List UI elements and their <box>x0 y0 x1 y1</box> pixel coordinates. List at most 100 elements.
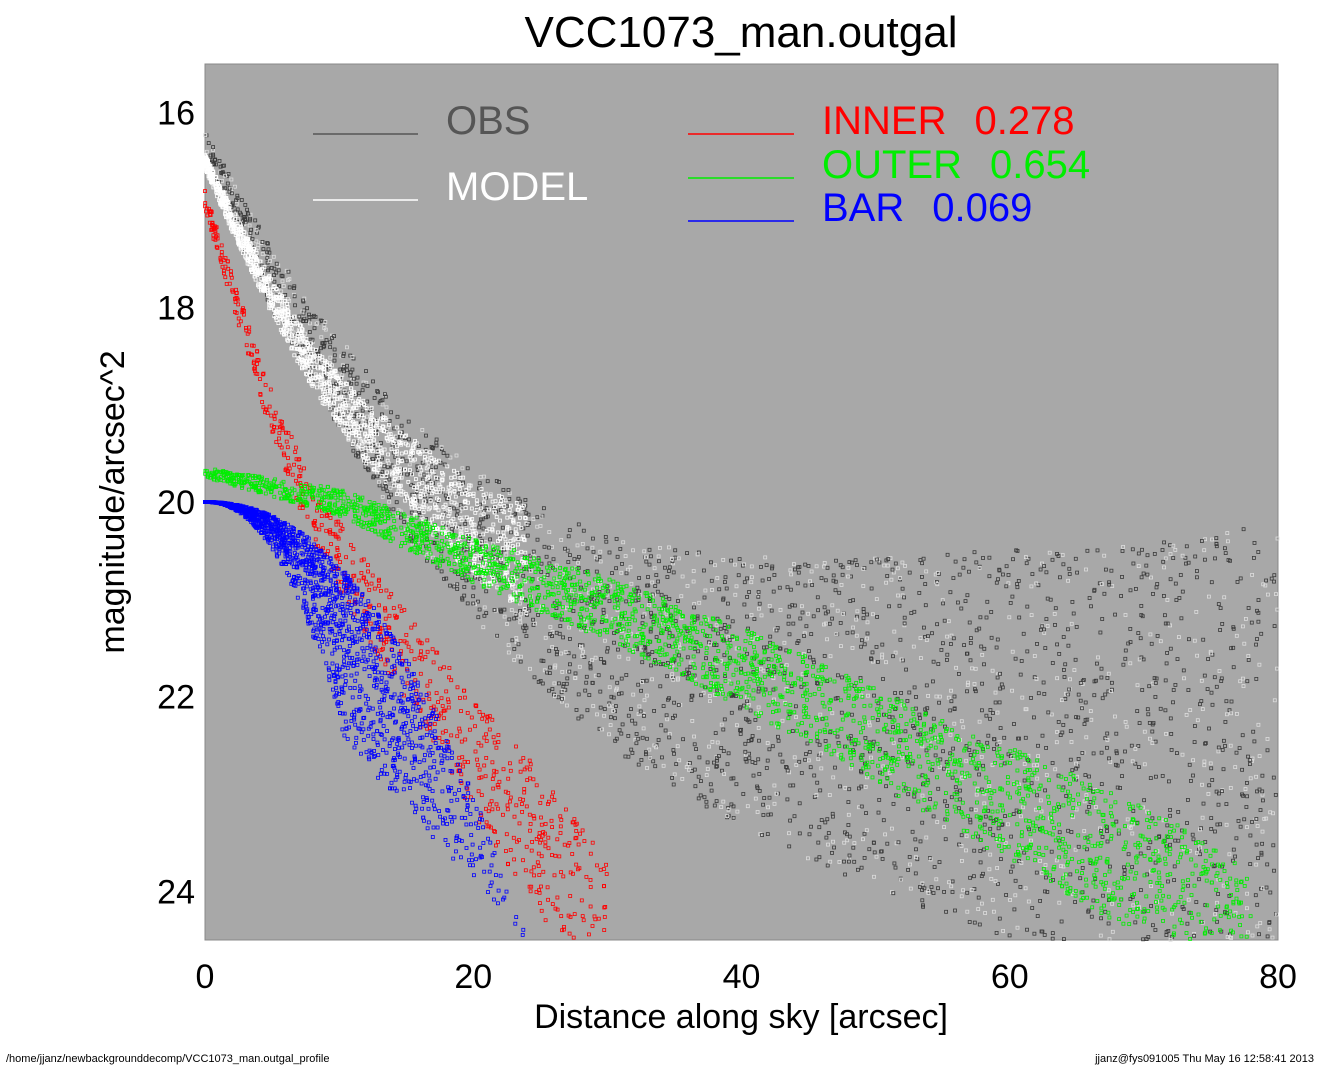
obs-point <box>1003 814 1007 818</box>
obs-point <box>1109 689 1113 693</box>
obs-point <box>828 859 833 864</box>
obs-point <box>945 652 950 657</box>
obs-point <box>292 284 297 289</box>
obs-point <box>1269 576 1274 581</box>
obs-point <box>654 745 658 750</box>
obs-point <box>919 656 923 660</box>
obs-point <box>1114 751 1119 756</box>
obs-point <box>1139 575 1144 580</box>
obs-point <box>962 557 967 562</box>
obs-point <box>796 570 801 575</box>
obs-point <box>886 557 891 561</box>
obs-point <box>812 660 816 665</box>
obs-point <box>407 462 412 467</box>
obs-point <box>1214 908 1219 912</box>
obs-point <box>1216 877 1221 882</box>
obs-point <box>573 676 578 680</box>
obs-point <box>332 353 337 358</box>
obs-point <box>827 793 832 797</box>
obs-point <box>542 544 547 549</box>
obs-point <box>1187 637 1191 642</box>
obs-point <box>235 196 240 201</box>
obs-point <box>833 765 837 770</box>
obs-point <box>707 744 711 749</box>
obs-point <box>753 718 758 722</box>
obs-point <box>983 814 988 819</box>
obs-point <box>573 671 578 676</box>
obs-point <box>667 643 671 648</box>
obs-point <box>1241 684 1246 688</box>
obs-point <box>1114 731 1119 736</box>
obs-point <box>715 576 720 580</box>
obs-point <box>822 654 827 658</box>
obs-point <box>1009 834 1013 839</box>
obs-point <box>613 716 617 721</box>
obs-point <box>607 550 612 555</box>
obs-point <box>767 795 772 800</box>
obs-point <box>871 840 876 845</box>
obs-point <box>702 568 706 573</box>
obs-point <box>1043 788 1047 793</box>
obs-point <box>959 833 964 838</box>
obs-point <box>536 613 540 617</box>
obs-point <box>987 555 992 560</box>
obs-point <box>725 615 730 620</box>
obs-point <box>1259 886 1263 891</box>
obs-point <box>1072 668 1077 672</box>
obs-point <box>879 849 883 854</box>
obs-point <box>861 610 866 614</box>
obs-point <box>611 709 616 713</box>
obs-point <box>747 756 752 761</box>
obs-point <box>717 754 721 758</box>
obs-point <box>504 552 509 557</box>
obs-point <box>712 803 717 808</box>
obs-point <box>742 580 747 585</box>
obs-point <box>780 759 785 764</box>
obs-point <box>1023 735 1028 740</box>
obs-point <box>271 254 276 259</box>
obs-point <box>1050 557 1055 562</box>
obs-point <box>1238 679 1243 684</box>
obs-point <box>1218 628 1222 632</box>
obs-point <box>850 646 855 650</box>
obs-point <box>1201 801 1206 806</box>
obs-point <box>921 556 926 561</box>
obs-point <box>1220 622 1225 626</box>
obs-point <box>769 608 774 613</box>
obs-point <box>1265 737 1270 741</box>
obs-point <box>550 687 555 691</box>
chart-title: VCC1073_man.outgal <box>525 8 958 57</box>
obs-point <box>1139 604 1144 608</box>
obs-point <box>642 714 646 718</box>
obs-point <box>963 599 968 603</box>
obs-point <box>1078 876 1083 881</box>
obs-point <box>1092 588 1097 593</box>
obs-point <box>1073 847 1078 852</box>
obs-point <box>1100 617 1105 621</box>
obs-point <box>927 739 932 743</box>
obs-point <box>831 573 836 578</box>
obs-point <box>624 633 629 638</box>
obs-point <box>671 748 676 752</box>
obs-point <box>559 651 563 656</box>
obs-point <box>977 922 982 927</box>
obs-point <box>539 570 544 574</box>
obs-point <box>1241 527 1246 532</box>
obs-point <box>896 593 900 598</box>
obs-point <box>1013 878 1018 883</box>
obs-point <box>636 682 641 687</box>
obs-point <box>768 812 773 817</box>
obs-point <box>995 710 1000 715</box>
obs-point <box>1233 765 1238 769</box>
obs-point <box>1021 805 1025 810</box>
obs-point <box>986 733 991 738</box>
obs-point <box>639 688 643 693</box>
obs-point <box>384 484 388 489</box>
obs-point <box>755 786 760 790</box>
obs-point <box>1071 611 1076 616</box>
obs-point <box>767 577 771 581</box>
obs-point <box>500 525 505 530</box>
obs-point <box>899 691 903 695</box>
obs-point <box>1192 933 1196 938</box>
obs-point <box>328 355 333 360</box>
